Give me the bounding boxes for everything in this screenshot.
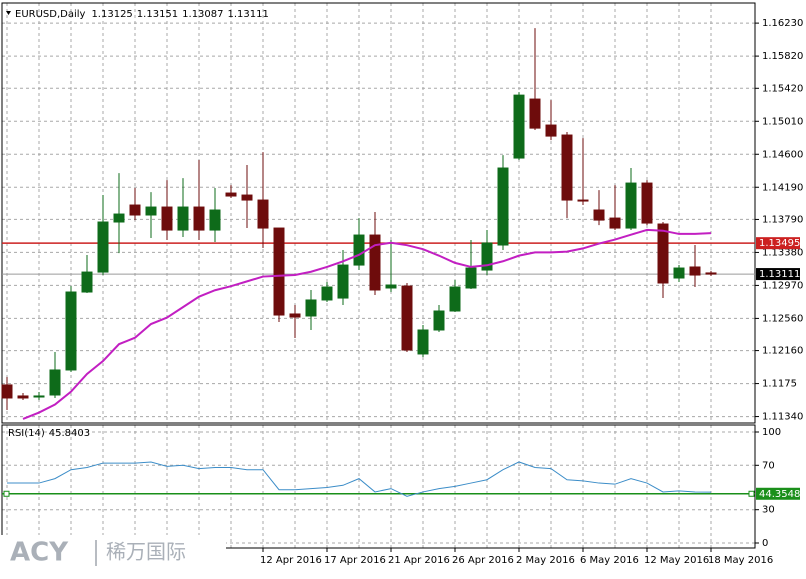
x-tick-label: 18 May 2016 [708,555,773,566]
chart-title: EURUSD,Daily [15,9,86,20]
candle-body [705,272,717,275]
y-tick-label: 1.12160 [762,346,803,357]
candle-body [1,384,13,399]
candle-body [177,206,189,231]
level-box [756,237,800,250]
candle-body [433,310,445,331]
candle-body [305,299,317,317]
candle-body [337,264,349,299]
candle-body [401,285,413,351]
candle-body [385,284,397,289]
rsi-header: RSI(14) 45.8403 [8,428,90,439]
y-tick-label: 1.11340 [762,412,803,423]
x-tick-label: 17 Apr 2016 [324,555,386,566]
x-tick-label: 2 May 2016 [516,555,575,566]
candle-body [145,206,157,216]
level-label: 1.13495 [759,238,800,249]
x-tick-label: 21 Apr 2016 [388,555,450,566]
level-handle [3,490,10,497]
chart-header: EURUSD,Daily 1.13125 1.13151 1.13087 1.13111 [15,9,269,20]
candle-body [513,94,525,159]
watermark-bg [0,535,226,575]
candle-body [193,206,205,231]
candle-body [545,124,557,137]
candle-body [65,291,77,371]
y-tick-label: 1.12970 [762,280,803,291]
rsi-last: 45.8403 [49,428,90,439]
candle-body [321,286,333,301]
candle-body [529,98,541,129]
watermark-name: 稀万国际 [106,540,186,564]
menu-arrow [6,11,11,15]
candle-body [97,221,109,273]
y-tick-label: 70 [762,460,775,471]
y-tick-label: 1.15010 [762,116,803,127]
candle-body [561,134,573,201]
candle-body [449,286,461,312]
candle-body [289,313,301,318]
y-tick-label: 1.15820 [762,51,803,62]
header-open: 1.13125 [91,9,132,20]
candle-body [609,217,621,229]
level-box [756,487,800,500]
candle-body [593,209,605,221]
candle-body [641,182,653,224]
candle-body [417,329,429,355]
candle-body [497,167,509,246]
header-low: 1.13087 [182,9,223,20]
y-tick-label: 100 [762,427,781,438]
rsi-title: RSI(14) [8,428,45,439]
candle-body [33,395,45,398]
candle-body [257,199,269,229]
moving-average [22,228,712,420]
y-tick-label: 0 [762,538,768,549]
y-tick-label: 1.1175 [762,379,797,390]
candle-body [17,395,29,399]
x-tick-label: 6 May 2016 [580,555,639,566]
y-tick-label: 1.15420 [762,83,803,94]
candle-body [161,206,173,231]
candle-body [209,209,221,231]
candle-body [353,234,365,266]
candle-body [49,369,61,396]
candle-body [657,223,669,284]
candle-body [481,242,493,271]
level-handle [748,490,755,497]
candle-body [81,271,93,293]
candle-body [625,182,637,229]
y-tick-label: 30 [762,505,775,516]
y-tick-label: 1.13380 [762,247,803,258]
level-label: 1.13111 [759,269,800,280]
x-tick-label: 26 Apr 2016 [452,555,514,566]
candle-body [369,234,381,291]
y-tick-label: 1.12560 [762,313,803,324]
y-tick-label: 1.16230 [762,18,803,29]
y-tick-label: 1.14190 [762,182,803,193]
candle-body [465,267,477,289]
x-tick-label: 12 Apr 2016 [260,555,322,566]
candle-body [673,267,685,279]
candle-body [113,213,125,223]
y-tick-label: 1.14600 [762,149,803,160]
level-box [756,268,800,281]
candle-body [689,266,701,276]
rsi-panel [1,424,756,549]
watermark-brand: ACY [10,538,69,568]
marks-layer: 1.11340 1.1175 1.12160 1.12560 1.12970 1.1338… [1,18,803,566]
candle-body [273,227,285,316]
header-close: 1.13111 [228,9,269,20]
x-tick-label: 12 May 2016 [644,555,709,566]
y-tick-label: 1.13790 [762,214,803,225]
candle-body [577,199,589,202]
candle-body [129,204,141,216]
watermark: ACY 稀万国际 [0,535,226,575]
candle-body [225,192,237,197]
candle-body [241,194,253,201]
level-label: 44.3548 [759,489,800,500]
price-panel [1,2,756,424]
rsi-line [7,461,712,497]
header-high: 1.13151 [137,9,178,20]
